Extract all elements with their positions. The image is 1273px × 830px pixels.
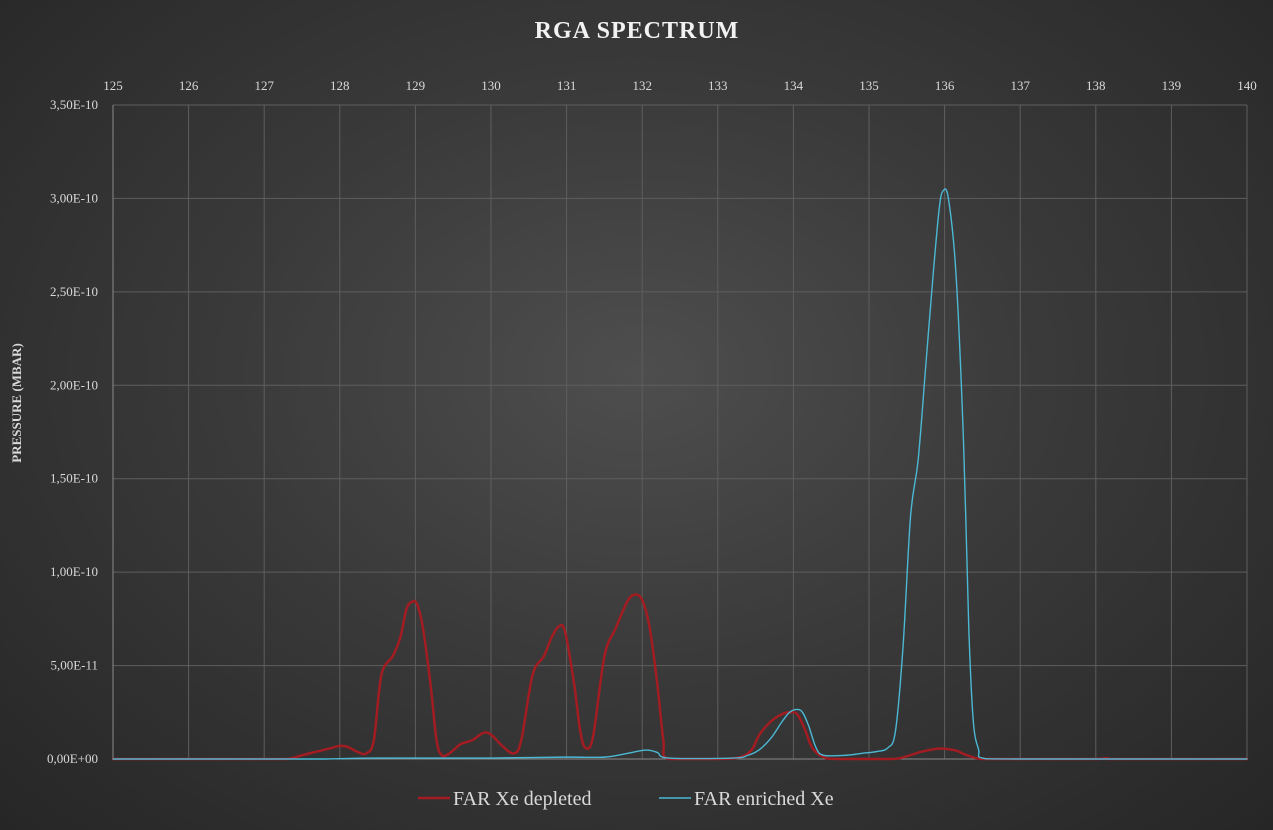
x-tick-label: 139 bbox=[1162, 78, 1182, 93]
series-far-xe-depleted-line bbox=[111, 593, 1249, 761]
y-tick-label: 2,00E-10 bbox=[50, 377, 98, 392]
grid-layer bbox=[113, 104, 1248, 759]
x-tick-label: 132 bbox=[632, 78, 652, 93]
y-tick-label: 0,00E+00 bbox=[47, 751, 98, 766]
legend-label-far-enriched-xe: FAR enriched Xe bbox=[694, 788, 834, 810]
x-axis: 125 126 127 128 129 130 131 132 133 134 135 136 137 1… bbox=[103, 78, 1257, 760]
x-tick-label: 125 bbox=[103, 78, 123, 93]
x-tick-label: 140 bbox=[1237, 78, 1257, 93]
legend: FAR Xe depleted FAR enriched Xe bbox=[418, 788, 834, 810]
series-layer bbox=[111, 188, 1249, 761]
y-tick-label: 2,50E-10 bbox=[50, 284, 98, 299]
y-tick-label: 3,00E-10 bbox=[50, 190, 98, 205]
x-tick-label: 134 bbox=[784, 78, 804, 93]
x-tick-label: 126 bbox=[179, 78, 199, 93]
x-tick-label: 128 bbox=[330, 78, 350, 93]
x-tick-label: 136 bbox=[935, 78, 955, 93]
series-far-enriched-xe-line bbox=[112, 188, 1248, 760]
y-tick-label: 3,50E-10 bbox=[50, 97, 98, 112]
x-tick-label: 127 bbox=[254, 78, 274, 93]
x-tick-label: 135 bbox=[859, 78, 879, 93]
legend-label-far-xe-depleted: FAR Xe depleted bbox=[453, 788, 592, 810]
x-tick-label: 133 bbox=[708, 78, 728, 93]
y-tick-label: 5,00E-11 bbox=[50, 658, 98, 673]
x-tick-label: 137 bbox=[1010, 78, 1030, 93]
y-axis-title: PRESSURE (MBAR) bbox=[9, 343, 24, 463]
y-tick-label: 1,00E-10 bbox=[50, 564, 98, 579]
x-tick-label: 130 bbox=[481, 78, 501, 93]
chart-title: RGA SPECTRUM bbox=[535, 18, 740, 44]
x-tick-label: 129 bbox=[406, 78, 426, 93]
x-tick-label: 131 bbox=[557, 78, 577, 93]
y-axis: 0,00E+00 5,00E-11 1,00E-10 1,50E-10 2,00E-10… bbox=[47, 97, 114, 766]
y-tick-label: 1,50E-10 bbox=[50, 471, 98, 486]
x-tick-label: 138 bbox=[1086, 78, 1106, 93]
